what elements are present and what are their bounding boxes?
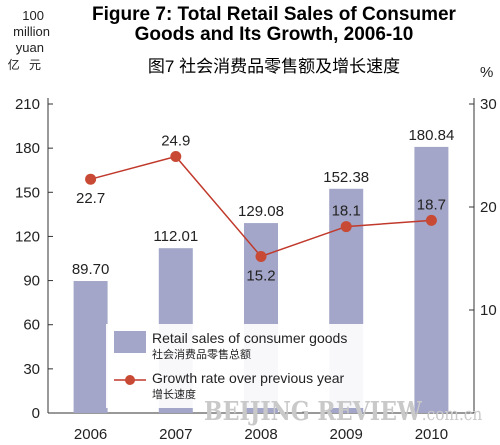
growth-value-label: 22.7	[76, 190, 105, 207]
legend-bar-label-chinese: 社会消费品零售总额	[152, 347, 251, 361]
x-axis-tick-label: 2010	[415, 426, 448, 443]
left-axis-tick-label: 180	[15, 140, 40, 157]
left-axis-tick-label: 0	[32, 405, 40, 422]
growth-value-label: 24.9	[161, 133, 190, 150]
chart-title-chinese: 图7 社会消费品零售额及增长速度	[147, 57, 401, 76]
right-axis-tick-label: 30	[480, 96, 497, 113]
growth-point-2010	[425, 214, 437, 226]
bar-value-label: 152.38	[323, 169, 369, 186]
left-axis-unit-line-1: 100	[22, 8, 44, 23]
growth-point-2008	[255, 250, 267, 262]
growth-value-label: 18.7	[417, 196, 446, 213]
x-axis-tick-label: 2009	[330, 426, 363, 443]
watermark-main: BEIJING REVIEW	[204, 397, 422, 427]
growth-value-label: 15.2	[246, 267, 275, 284]
right-axis-tick-label: 10	[480, 302, 497, 319]
x-axis-tick-label: 2007	[159, 426, 192, 443]
left-axis-tick-label: 120	[15, 228, 40, 245]
bar-value-label: 129.08	[238, 203, 284, 220]
watermark: BEIJING REVIEW.com.cn	[204, 397, 482, 427]
legend-bar-label: Retail sales of consumer goods	[152, 330, 347, 346]
legend-line-label-chinese: 增长速度	[152, 387, 196, 401]
legend-line-label: Growth rate over previous year	[152, 370, 345, 386]
left-axis-tick-label: 30	[23, 361, 40, 378]
chart-title-line-1: Figure 7: Total Retail Sales of Consumer	[92, 4, 456, 25]
growth-point-2009	[340, 221, 352, 233]
legend-box	[106, 324, 378, 408]
x-axis-tick-label: 2006	[74, 426, 107, 443]
left-axis-unit-line-3: yuan	[15, 40, 44, 55]
left-axis-tick-label: 90	[23, 273, 40, 290]
watermark-suffix: .com.cn	[421, 404, 483, 425]
growth-value-label: 18.1	[332, 203, 361, 220]
bar-value-label: 180.84	[408, 127, 454, 144]
left-axis-tick-label: 150	[15, 184, 40, 201]
left-axis-tick-label: 210	[15, 96, 40, 113]
left-axis-unit-chinese: 亿 元	[7, 58, 44, 72]
left-axis-tick-label: 60	[23, 317, 40, 334]
right-axis-unit: %	[480, 64, 494, 81]
growth-point-2007	[170, 151, 182, 163]
right-axis-tick-label: 20	[480, 199, 497, 216]
legend-bar-swatch	[114, 331, 146, 353]
bar-2010	[414, 146, 449, 413]
x-axis-tick-label: 2008	[244, 426, 277, 443]
left-axis-unit-line-2: million	[13, 24, 50, 39]
growth-point-2006	[85, 173, 97, 185]
bar-2006	[73, 281, 108, 413]
chart-title-line-2: Goods and Its Growth, 2006-10	[134, 24, 414, 45]
bar-value-label: 89.70	[72, 261, 110, 278]
bar-value-label: 112.01	[153, 228, 198, 245]
legend-line-marker	[125, 375, 135, 385]
